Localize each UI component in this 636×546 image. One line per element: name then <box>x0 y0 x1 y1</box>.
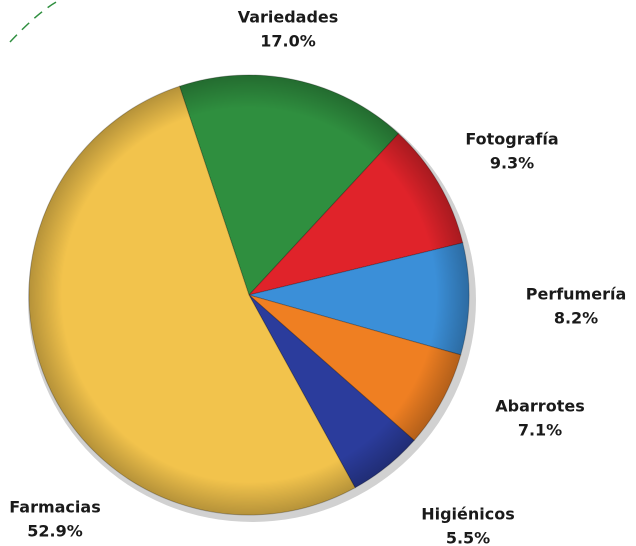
slice-label: Fotografía <box>465 130 558 149</box>
slice-label: Perfumería <box>526 285 627 304</box>
slice-label: Higiénicos <box>421 505 515 524</box>
decoration-arc <box>9 0 61 43</box>
slice-value-label: 5.5% <box>446 529 490 546</box>
slice-label: Farmacias <box>9 498 100 517</box>
slice-value-label: 8.2% <box>554 309 598 328</box>
slice-value-label: 52.9% <box>27 522 83 541</box>
slice-value-label: 9.3% <box>490 154 534 173</box>
slice-label: Variedades <box>238 8 339 27</box>
slice-value-label: 7.1% <box>518 421 562 440</box>
slice-value-label: 17.0% <box>260 32 316 51</box>
slice-label: Abarrotes <box>495 397 584 416</box>
pie-shading <box>29 75 469 515</box>
